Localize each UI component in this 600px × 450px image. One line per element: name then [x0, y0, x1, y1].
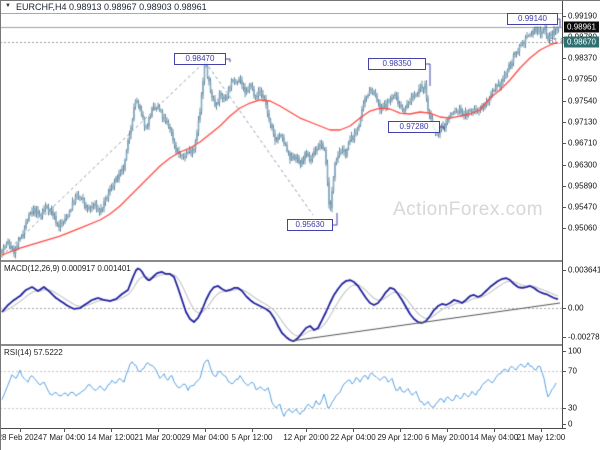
time-axis-divider [0, 428, 566, 429]
time-axis-tick [353, 428, 354, 432]
price-axis-value-box: 0.98961 [564, 21, 599, 33]
rsi-indicator-label: RSI(14) 57.5222 [4, 348, 63, 357]
time-axis-label: 29 Mar 04:00 [181, 433, 229, 442]
price-axis-tick [562, 122, 566, 123]
time-axis-label: 21 May 12:00 [516, 433, 566, 442]
time-axis-tick [111, 428, 112, 432]
price-axis-label: 0.98780 [568, 32, 597, 41]
price-axis-tick [562, 58, 566, 59]
price-axis-tick [562, 424, 566, 425]
price-annotation-box: 0.98350 [368, 58, 426, 70]
price-annotation-box: 0.99140 [507, 13, 558, 25]
indicator-axis-label: 0.00 [568, 303, 584, 313]
chart-title-bar: ▼ EURCHF,H4 0.98913 0.98967 0.98903 0.98… [0, 0, 562, 14]
price-axis-label: 0.96300 [568, 160, 597, 170]
time-axis-tick [494, 428, 495, 432]
indicator-axis-label: 0.003641 [568, 265, 600, 275]
price-axis-tick [562, 351, 566, 352]
indicator-axis-label: 30 [568, 403, 577, 413]
price-axis-divider [562, 0, 563, 428]
time-axis-tick [158, 428, 159, 432]
time-axis-label: 6 May 20:00 [424, 433, 470, 442]
price-axis-tick [562, 16, 566, 17]
symbol-ohlc-title: EURCHF,H4 0.98913 0.98967 0.98903 0.9896… [16, 2, 207, 12]
price-axis-label: 0.97130 [568, 117, 597, 127]
price-axis-tick [562, 308, 566, 309]
time-axis-tick [252, 428, 253, 432]
price-axis-label: 0.95060 [568, 223, 597, 233]
indicator-axis-label: 0 [568, 419, 573, 429]
panel-divider-macd[interactable] [0, 260, 562, 262]
time-axis-label: 22 Apr 04:00 [330, 433, 376, 442]
time-axis-tick [64, 428, 65, 432]
time-axis-label: 28 Feb 2024 [0, 433, 43, 442]
indicator-axis-label: 70 [568, 366, 577, 376]
macd-indicator-label: MACD(12,26,9) 0.000917 0.001401 [4, 264, 131, 273]
time-axis-tick [541, 428, 542, 432]
price-axis-label: 0.96710 [568, 138, 597, 148]
indicator-axis-label: -0.002788 [568, 332, 600, 342]
time-axis-tick [400, 428, 401, 432]
time-axis-label: 29 Apr 12:00 [377, 433, 423, 442]
price-annotation-box: 0.97280 [388, 121, 440, 133]
macd-panel-canvas[interactable] [0, 262, 562, 344]
price-axis-label: 0.95470 [568, 202, 597, 212]
price-axis-tick [562, 270, 566, 271]
panel-divider-rsi[interactable] [0, 344, 562, 346]
price-axis-tick [562, 408, 566, 409]
price-axis-tick [562, 79, 566, 80]
price-annotation-box: 0.95630 [287, 219, 333, 231]
time-axis-label: 12 Apr 20:00 [283, 433, 329, 442]
price-axis-tick [562, 371, 566, 372]
time-axis-tick [306, 428, 307, 432]
price-axis-label: 0.95890 [568, 181, 597, 191]
symbol-dropdown-icon[interactable]: ▼ [5, 3, 11, 9]
time-axis-label: 5 Apr 12:00 [231, 433, 273, 442]
price-axis-tick [562, 186, 566, 187]
price-axis-value-box: 0.98670 [564, 36, 599, 48]
price-annotation-box: 0.98470 [174, 53, 226, 65]
indicator-axis-label: 100 [568, 346, 582, 356]
price-axis-tick [562, 101, 566, 102]
price-axis-label: 0.99190 [568, 11, 597, 21]
price-axis-label: 0.97950 [568, 74, 597, 84]
time-axis-tick [205, 428, 206, 432]
price-axis-tick [562, 143, 566, 144]
time-axis-label: 14 Mar 12:00 [87, 433, 135, 442]
price-axis-tick [562, 207, 566, 208]
price-axis-tick [562, 337, 566, 338]
time-axis-label: 21 Mar 20:00 [134, 433, 182, 442]
time-axis-label: 14 May 04:00 [469, 433, 519, 442]
time-axis-tick [447, 428, 448, 432]
price-chart-canvas[interactable] [0, 14, 562, 260]
time-axis-tick [20, 428, 21, 432]
rsi-panel-canvas[interactable] [0, 346, 562, 428]
window-border-top [0, 0, 600, 1]
time-axis-label: 7 Mar 04:00 [42, 433, 86, 442]
window-border-left [0, 0, 1, 450]
price-axis-label: 0.97540 [568, 96, 597, 106]
price-axis-tick [562, 165, 566, 166]
price-axis-tick [562, 228, 566, 229]
price-axis-label: 0.98370 [568, 53, 597, 63]
